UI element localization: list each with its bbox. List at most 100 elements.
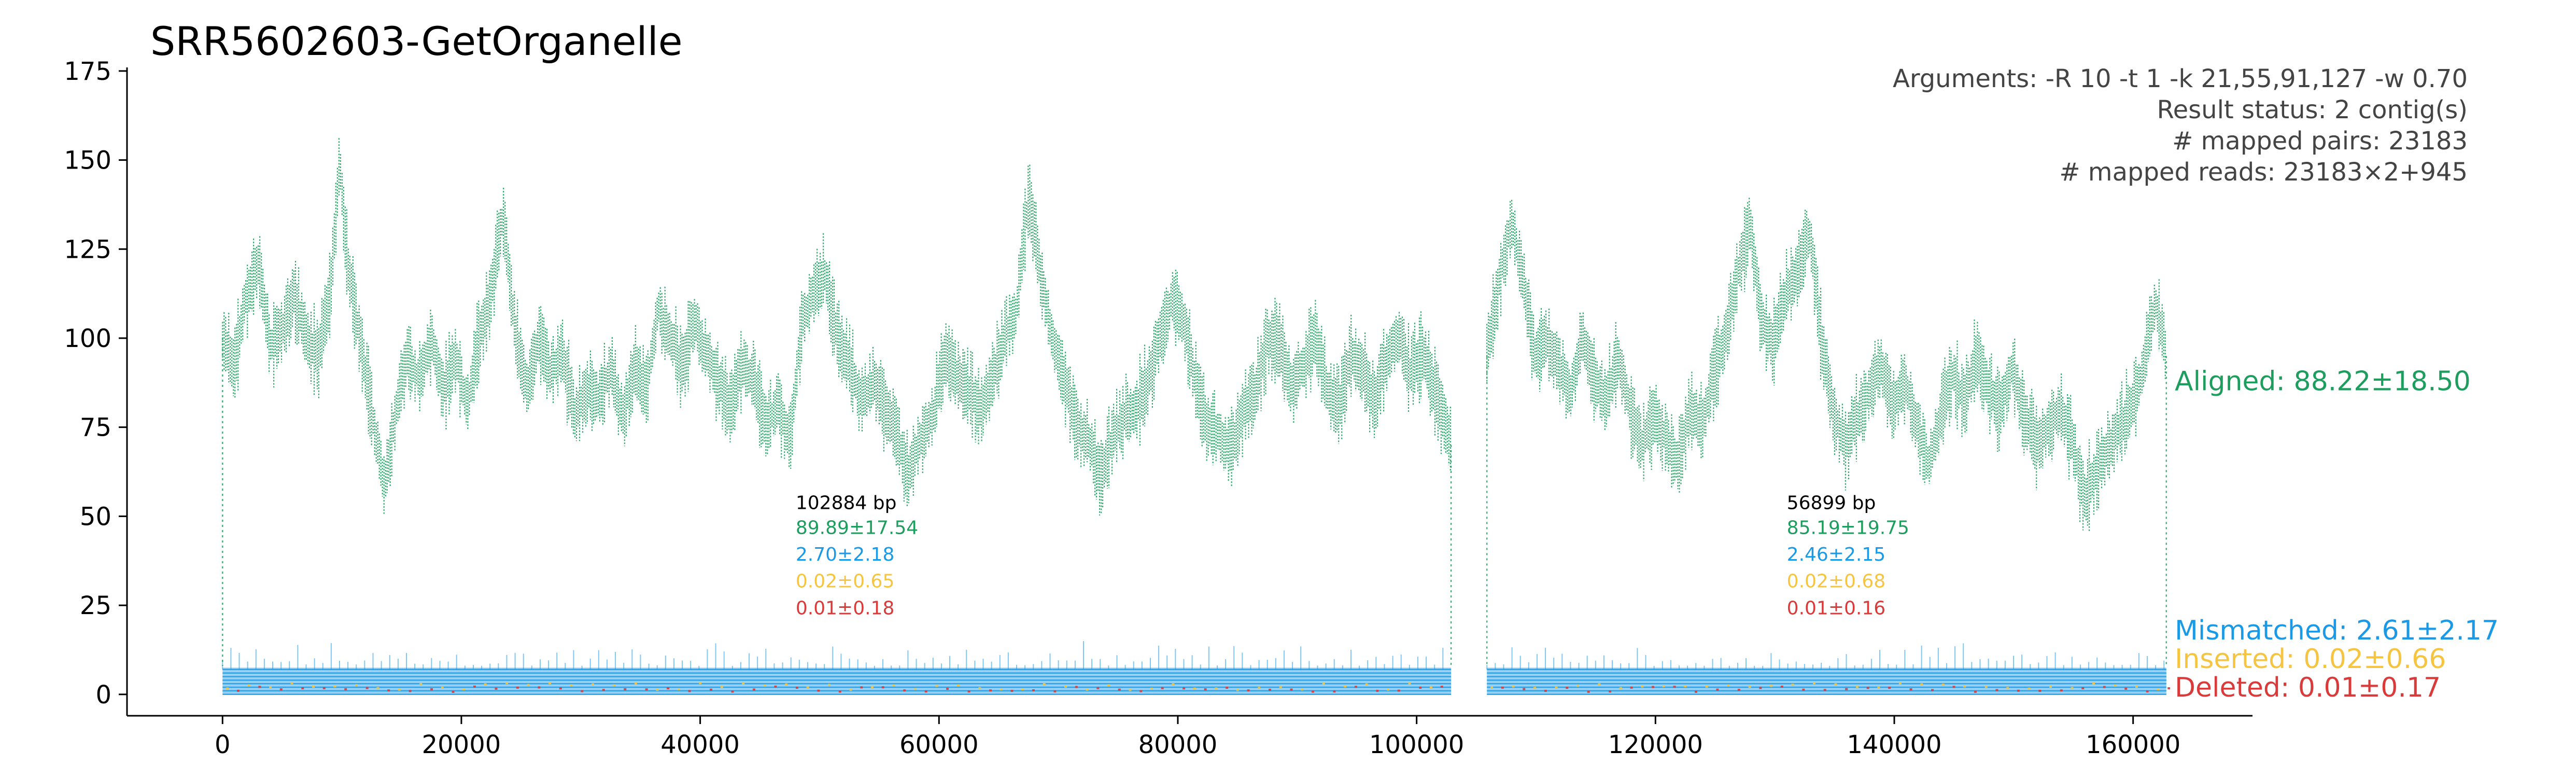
inserted-point [1963, 685, 1966, 688]
deleted-point [989, 689, 992, 692]
deleted-point [430, 688, 433, 690]
inserted-point [1877, 686, 1880, 689]
inserted-point [1533, 687, 1537, 689]
inserted-point [871, 686, 874, 688]
deleted-point [2146, 690, 2149, 692]
inserted-point [1812, 682, 1815, 685]
inserted-point [1770, 685, 1773, 687]
deleted-point [710, 688, 713, 691]
x-tick-label: 100000 [1369, 730, 1464, 759]
deleted-point [516, 686, 519, 689]
inserted-point [634, 683, 637, 685]
inserted-point [355, 684, 358, 686]
deleted-point [344, 688, 347, 690]
inserted-point [699, 682, 702, 684]
mismatched-band [222, 668, 1452, 694]
deleted-point [817, 689, 820, 692]
inserted-point [247, 684, 250, 687]
inserted-point [1705, 685, 1708, 688]
inserted-point [2135, 686, 2138, 688]
deleted-point [365, 687, 369, 689]
inserted-point [592, 683, 595, 686]
deleted-point [1845, 688, 1848, 690]
deleted-point [946, 688, 949, 690]
deleted-point [2017, 689, 2020, 692]
inserted-point [441, 687, 444, 689]
deleted-point [1096, 687, 1100, 689]
x-tick-label: 120000 [1608, 730, 1703, 759]
inserted-point [1748, 686, 1751, 688]
inserted-point [892, 684, 895, 687]
inserted-point [1429, 686, 1432, 689]
deleted-point [279, 688, 283, 691]
deleted-point [1290, 688, 1293, 691]
deleted-point [1544, 690, 1547, 692]
deleted-point [903, 689, 906, 692]
inserted-point [956, 684, 960, 687]
mapped-reads-line: # mapped reads: 23183×2+945 [2059, 158, 2468, 187]
inserted-point [1043, 683, 1046, 685]
deleted-point [1694, 690, 1697, 693]
inserted-point [1920, 683, 1923, 686]
deleted-point [1311, 690, 1314, 693]
contig-mismatched-label: 2.46±2.15 [1787, 544, 1885, 565]
deleted-point [1974, 690, 1977, 693]
inserted-point [2028, 687, 2031, 690]
inserted-point [548, 682, 552, 684]
inserted-point [849, 689, 852, 691]
arguments-block: Arguments: -R 10 -t 1 -k 21,55,91,127 -w… [1893, 64, 2468, 187]
inserted-point [1941, 684, 1945, 686]
deleted-point [581, 690, 584, 692]
deleted-point [258, 686, 261, 688]
inserted-point [1086, 688, 1089, 691]
deleted-point [1995, 689, 1998, 691]
inserted-point [913, 688, 917, 690]
inserted-point [1576, 685, 1579, 687]
deleted-point [881, 686, 884, 689]
inserted-point [1279, 686, 1282, 688]
inserted-point [333, 685, 336, 688]
deleted-point [1802, 688, 1805, 691]
deleted-point [967, 690, 970, 693]
deleted-point [1823, 689, 1826, 691]
deleted-point [1226, 686, 1229, 689]
deleted-point [1587, 690, 1590, 693]
inserted-point [1727, 684, 1730, 687]
deleted-point [1609, 690, 1612, 692]
deleted-point [1010, 690, 1013, 692]
y-tick-label: 175 [64, 57, 111, 86]
deleted-point [1566, 687, 1569, 689]
deleted-point [838, 690, 841, 693]
inserted-point [1555, 686, 1558, 689]
inserted-point [1984, 686, 1988, 688]
x-tick-label: 20000 [422, 730, 501, 759]
summary-label-aligned: Aligned: 88.22±18.50 [2175, 366, 2471, 397]
summary-label-inserted: Inserted: 0.02±0.66 [2175, 644, 2446, 675]
deleted-point [1161, 687, 1164, 689]
deleted-point [473, 685, 476, 688]
contig-deleted-label: 0.01±0.18 [796, 598, 894, 619]
mapped-pairs-line: # mapped pairs: 23183 [2172, 127, 2468, 156]
inserted-point [1387, 688, 1390, 691]
x-tick-label: 40000 [660, 730, 740, 759]
deleted-point [322, 687, 326, 689]
inserted-point [677, 688, 680, 690]
mismatched-band [1487, 668, 2166, 694]
inserted-point [2114, 684, 2117, 687]
summary-label-deleted: Deleted: 0.01±0.17 [2175, 672, 2441, 703]
inserted-point [269, 686, 272, 688]
y-tick-label: 75 [80, 413, 111, 442]
deleted-point [1032, 689, 1035, 692]
x-tick-label: 60000 [899, 730, 979, 759]
deleted-point [688, 690, 691, 692]
inserted-point [1684, 685, 1687, 688]
inserted-point [1215, 687, 1218, 690]
inserted-point [935, 685, 938, 687]
inserted-point [376, 687, 379, 689]
deleted-point [1053, 690, 1057, 692]
inserted-point [527, 684, 530, 686]
deleted-point [795, 686, 798, 689]
inserted-point [806, 686, 809, 689]
y-tick-label: 150 [64, 146, 111, 175]
deleted-point [387, 689, 390, 692]
